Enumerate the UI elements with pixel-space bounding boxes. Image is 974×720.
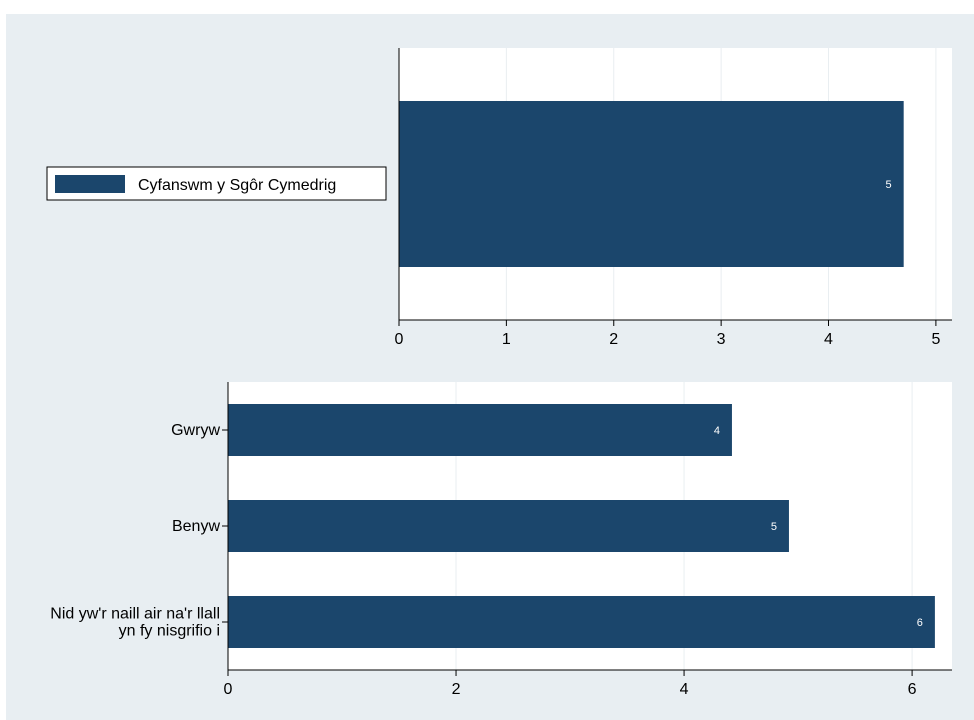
x-tick-label: 5 xyxy=(931,331,940,348)
x-tick-label: 3 xyxy=(717,331,726,348)
chart-panel-1: 5 0 1 2 3 4 5 Cyfanswm y Sgôr Cymedrig xyxy=(46,48,952,348)
x-tick-label: 2 xyxy=(609,331,618,348)
bar xyxy=(228,404,732,456)
legend-label: Cyfanswm y Sgôr Cymedrig xyxy=(138,177,336,194)
bar-value-label: 5 xyxy=(886,179,892,191)
bar xyxy=(399,101,904,267)
bar xyxy=(228,500,789,552)
legend-swatch xyxy=(55,175,125,193)
x-tick-label: 2 xyxy=(452,681,461,698)
y-category-label: yn fy nisgrifio i xyxy=(119,623,220,640)
x-tick-label: 1 xyxy=(502,331,511,348)
y-category-label: Benyw xyxy=(172,518,220,535)
bar-value-label: 5 xyxy=(771,521,777,533)
x-tick-label: 4 xyxy=(824,331,833,348)
x-tick-label: 0 xyxy=(224,681,233,698)
y-category-label: Nid yw'r naill air na'r llall xyxy=(50,606,220,623)
bar-value-label: 4 xyxy=(714,425,720,437)
chart-panel-2: 4 5 6 0 2 4 6 Gwryw Benyw Nid yw'r naill air na'r… xyxy=(50,382,952,698)
x-tick-label: 6 xyxy=(908,681,917,698)
legend: Cyfanswm y Sgôr Cymedrig xyxy=(46,166,387,201)
y-category-label: Gwryw xyxy=(171,422,220,439)
bar xyxy=(228,596,935,648)
bar-value-label: 6 xyxy=(917,617,923,629)
x-tick-label: 0 xyxy=(395,331,404,348)
x-tick-label: 4 xyxy=(680,681,689,698)
